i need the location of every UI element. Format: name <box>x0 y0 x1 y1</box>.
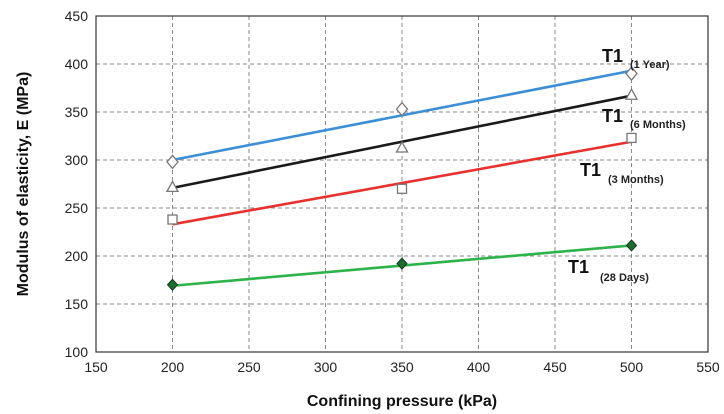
x-axis-title: Confining pressure (kPa) <box>307 393 497 410</box>
data-point <box>166 278 179 292</box>
series-group <box>165 66 639 292</box>
plot-frame <box>95 15 709 353</box>
y-tick-labels: 100 150 200 250 300 350 400 450 <box>65 8 89 360</box>
data-point <box>624 87 639 100</box>
y-tick-label: 250 <box>65 200 89 216</box>
data-point <box>395 140 409 153</box>
x-tick-labels: 150 200 250 300 350 400 450 500 550 <box>84 359 720 375</box>
x-tick-label: 150 <box>84 359 108 375</box>
x-tick-label: 300 <box>314 359 338 375</box>
y-tick-label: 300 <box>65 152 89 168</box>
y-tick-label: 400 <box>65 56 89 72</box>
x-tick-label: 200 <box>161 359 185 375</box>
grid-lines <box>96 16 708 352</box>
series-label-sub: (28 Days) <box>600 272 649 284</box>
data-point <box>625 66 638 82</box>
series-label-main: T1 <box>580 160 601 180</box>
series-3 <box>166 239 638 292</box>
data-point <box>396 257 408 270</box>
series-2 <box>167 132 637 226</box>
y-axis-title: Modulus of elasticity, E (MPa) <box>15 72 32 297</box>
data-point <box>625 239 638 252</box>
data-point <box>166 154 179 170</box>
y-tick-label: 100 <box>65 344 89 360</box>
trend-line <box>172 140 632 226</box>
data-point <box>165 180 180 193</box>
x-tick-label: 450 <box>543 359 567 375</box>
series-label-main: T1 <box>602 46 623 66</box>
series-label-main: T1 <box>568 257 589 277</box>
series-annotations: T1 (1 Year) T1 (6 Months) T1 (3 Months) T1 (28 … <box>568 46 686 284</box>
y-tick-label: 200 <box>65 248 89 264</box>
y-tick-label: 450 <box>65 8 89 24</box>
x-tick-label: 350 <box>390 359 414 375</box>
x-tick-label: 400 <box>467 359 491 375</box>
data-point <box>396 183 408 194</box>
series-label-sub: (6 Months) <box>630 119 686 131</box>
series-label-sub: (3 Months) <box>608 174 664 186</box>
series-1 <box>165 87 639 193</box>
data-point <box>395 101 409 117</box>
data-point <box>626 132 637 144</box>
series-label-sub: (1 Year) <box>630 59 670 71</box>
x-tick-label: 250 <box>237 359 261 375</box>
series-label-main: T1 <box>602 106 623 126</box>
x-tick-label: 500 <box>620 359 644 375</box>
y-tick-label: 350 <box>65 104 89 120</box>
data-point <box>167 214 178 225</box>
series-0 <box>166 66 638 170</box>
x-tick-label: 550 <box>696 359 720 375</box>
y-tick-label: 150 <box>65 296 89 312</box>
